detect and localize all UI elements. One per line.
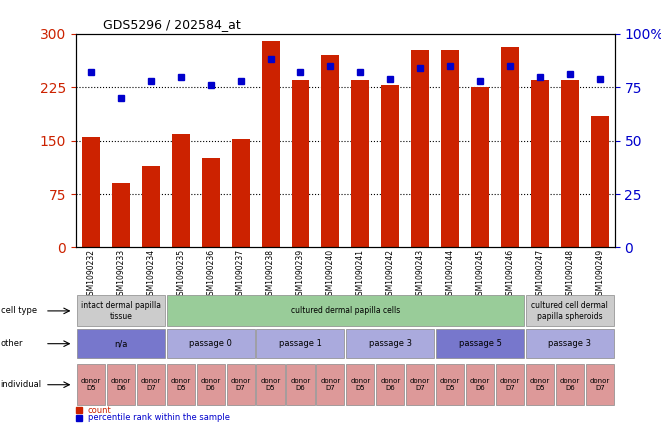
Text: donor
D7: donor D7 (231, 378, 251, 391)
Text: passage 0: passage 0 (189, 339, 232, 348)
Bar (167, 329, 254, 358)
Text: donor
D7: donor D7 (590, 378, 610, 391)
Text: passage 3: passage 3 (369, 339, 412, 348)
Bar (77, 364, 105, 405)
Bar (501, 47, 519, 247)
Text: n/a: n/a (114, 339, 128, 348)
Bar (346, 364, 374, 405)
Bar (466, 364, 494, 405)
Text: individual: individual (1, 380, 42, 389)
Bar (561, 80, 579, 247)
Bar (82, 137, 100, 247)
Bar (231, 139, 250, 247)
Text: passage 5: passage 5 (459, 339, 502, 348)
Text: donor
D6: donor D6 (560, 378, 580, 391)
Text: donor
D6: donor D6 (200, 378, 221, 391)
Text: donor
D5: donor D5 (529, 378, 550, 391)
Bar (227, 364, 254, 405)
Bar (531, 80, 549, 247)
Bar (77, 329, 165, 358)
Text: cultured cell dermal
papilla spheroids: cultured cell dermal papilla spheroids (531, 301, 608, 321)
Bar (256, 364, 285, 405)
Bar (77, 295, 165, 327)
Text: donor
D6: donor D6 (290, 378, 311, 391)
Text: cell type: cell type (1, 306, 37, 316)
Text: donor
D6: donor D6 (111, 378, 131, 391)
Bar (441, 49, 459, 247)
Text: donor
D5: donor D5 (260, 378, 281, 391)
Text: GDS5296 / 202584_at: GDS5296 / 202584_at (103, 18, 241, 31)
Bar (202, 159, 219, 247)
Text: donor
D7: donor D7 (500, 378, 520, 391)
Bar (591, 116, 609, 247)
Text: donor
D5: donor D5 (440, 378, 460, 391)
Text: donor
D5: donor D5 (350, 378, 370, 391)
Bar (142, 165, 160, 247)
Text: other: other (1, 339, 23, 348)
Bar (526, 295, 614, 327)
Text: percentile rank within the sample: percentile rank within the sample (88, 413, 230, 422)
Bar (526, 364, 554, 405)
Text: donor
D6: donor D6 (380, 378, 401, 391)
Bar (321, 55, 339, 247)
Bar (586, 364, 614, 405)
Text: count: count (88, 406, 112, 415)
Bar (436, 329, 524, 358)
Text: donor
D7: donor D7 (321, 378, 340, 391)
Text: intact dermal papilla
tissue: intact dermal papilla tissue (81, 301, 161, 321)
Bar (496, 364, 524, 405)
Bar (411, 49, 429, 247)
Bar (167, 295, 524, 327)
Bar (172, 134, 190, 247)
Text: donor
D5: donor D5 (81, 378, 101, 391)
Text: passage 1: passage 1 (279, 339, 322, 348)
Bar (381, 85, 399, 247)
Bar (376, 364, 405, 405)
Bar (471, 87, 489, 247)
Bar (556, 364, 584, 405)
Bar (526, 329, 614, 358)
Bar (292, 80, 309, 247)
Bar (107, 364, 135, 405)
Bar (346, 329, 434, 358)
Text: donor
D6: donor D6 (470, 378, 490, 391)
Bar (262, 41, 280, 247)
Text: donor
D7: donor D7 (410, 378, 430, 391)
Bar (352, 80, 369, 247)
Bar (436, 364, 464, 405)
Bar (112, 184, 130, 247)
Bar (286, 364, 315, 405)
Text: donor
D5: donor D5 (171, 378, 191, 391)
Bar (137, 364, 165, 405)
Text: cultured dermal papilla cells: cultured dermal papilla cells (291, 306, 400, 316)
Text: donor
D7: donor D7 (141, 378, 161, 391)
Bar (406, 364, 434, 405)
Bar (256, 329, 344, 358)
Text: passage 3: passage 3 (549, 339, 592, 348)
Bar (196, 364, 225, 405)
Bar (317, 364, 344, 405)
Bar (167, 364, 195, 405)
